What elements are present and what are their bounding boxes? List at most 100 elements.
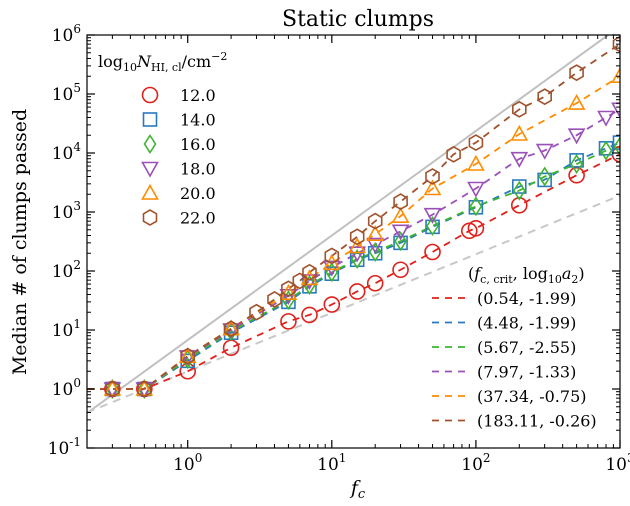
- x-tick-label: 102: [461, 451, 490, 475]
- legend-marker-14.0: [142, 112, 158, 127]
- y-tick-label: 102: [52, 258, 81, 282]
- data-point: [348, 246, 367, 263]
- data-point: [366, 225, 385, 241]
- y-tick-label: 101: [52, 317, 81, 341]
- reference-line-1: [87, 35, 610, 414]
- data-point: [348, 237, 367, 254]
- legend-fit-label-1: (0.54, -1.99): [477, 289, 576, 308]
- data-point: [222, 323, 240, 340]
- data-point: [423, 207, 442, 224]
- legend-fit-label-4: (7.97, -1.33): [477, 363, 576, 382]
- data-point: [568, 166, 585, 184]
- legend-fit-label-2: (4.48, -1.99): [477, 314, 576, 333]
- data-point: [446, 145, 461, 163]
- data-point: [368, 242, 382, 262]
- data-point: [366, 237, 385, 254]
- data-point: [348, 283, 366, 300]
- data-point: [392, 261, 409, 279]
- data-point: [350, 249, 364, 269]
- data-point: [510, 124, 529, 141]
- data-point: [425, 168, 440, 185]
- x-tick-label: 101: [317, 451, 346, 475]
- legend-marker-16.0: [143, 134, 157, 154]
- data-point: [301, 306, 318, 324]
- data-point: [567, 93, 586, 110]
- data-point: [394, 231, 408, 252]
- data-point: [324, 247, 340, 265]
- fit-line-6: [87, 43, 620, 390]
- data-point: [280, 313, 297, 330]
- data-point: [469, 196, 483, 217]
- data-point: [597, 110, 615, 127]
- data-point: [537, 88, 553, 106]
- data-point: [222, 319, 240, 336]
- data-point: [367, 212, 383, 230]
- legend-label-22.0: 22.0: [180, 209, 216, 228]
- legend-markers-title: log10NHI, cl/cm−2: [98, 50, 227, 74]
- data-point: [512, 180, 526, 201]
- legend-fits-title: (fc, crit, log10a2): [468, 264, 585, 286]
- legend-fits: (fc, crit, log10a2) (0.54, -1.99) (4.48, -…: [432, 264, 597, 431]
- y-axis-label: Median # of clumps passed: [9, 109, 31, 375]
- data-point: [535, 143, 554, 160]
- data-point: [279, 288, 298, 305]
- chart-title: Static clumps: [282, 7, 434, 32]
- data-point: [223, 320, 239, 338]
- series-22.0: [105, 35, 620, 398]
- data-point: [611, 67, 620, 83]
- data-point: [349, 228, 365, 246]
- y-tick-label: 104: [52, 140, 82, 164]
- legend-fit-label-3: (5.67, -2.55): [477, 338, 576, 357]
- data-point: [178, 347, 197, 364]
- data-point: [135, 379, 154, 396]
- x-tick-label: 100: [173, 451, 202, 475]
- data-point: [393, 193, 408, 211]
- plot-frame: [86, 34, 621, 449]
- data-point: [510, 151, 529, 168]
- legend-fit-label-5: (37.34, -0.75): [477, 387, 587, 406]
- data-point: [302, 263, 317, 281]
- data-point: [322, 254, 341, 271]
- data-point: [426, 216, 439, 236]
- y-tick-label: 106: [52, 22, 81, 46]
- legend-markers: log10NHI, cl/cm−2 12.0 14.0 16.0 18.0 20.0 22.…: [98, 50, 227, 228]
- data-point: [599, 140, 613, 161]
- legend-fit-label-6: (183.11, -0.26): [477, 412, 597, 431]
- data-point: [180, 347, 195, 365]
- data-point: [391, 224, 410, 241]
- data-point: [103, 379, 122, 396]
- data-point: [391, 207, 410, 223]
- data-point: [323, 296, 341, 313]
- data-point: [249, 303, 264, 321]
- legend-marker-20.0: [141, 183, 159, 200]
- data-point: [178, 350, 197, 367]
- y-tick-label: 103: [52, 199, 81, 223]
- y-tick-label: 10-1: [48, 435, 81, 459]
- legend-label-20.0: 20.0: [180, 184, 216, 203]
- y-tick-label: 100: [52, 376, 81, 400]
- data-point: [366, 274, 384, 292]
- legend-marker-12.0: [141, 86, 159, 104]
- data-point: [279, 284, 298, 301]
- data-point: [613, 136, 620, 157]
- data-point: [570, 154, 584, 174]
- x-axis-label: fc: [349, 477, 366, 502]
- plot-area: [87, 35, 620, 414]
- data-point: [468, 134, 484, 152]
- data-point: [267, 290, 282, 308]
- legend-label-14.0: 14.0: [180, 111, 216, 130]
- legend-marker-18.0: [141, 161, 159, 178]
- legend-label-16.0: 16.0: [180, 135, 216, 154]
- data-point: [322, 260, 341, 277]
- data-point: [612, 135, 620, 150]
- x-tick-label: 103: [605, 451, 630, 475]
- axes: 100 101 102 103 10-1 100 101 102 103 104 105 106: [48, 22, 630, 475]
- y-tick-label: 105: [52, 81, 81, 105]
- data-point: [612, 35, 620, 53]
- data-point: [611, 102, 620, 119]
- data-point: [511, 179, 527, 194]
- reference-line-2: [87, 194, 620, 414]
- data-point: [467, 181, 485, 198]
- legend-label-12.0: 12.0: [180, 86, 216, 105]
